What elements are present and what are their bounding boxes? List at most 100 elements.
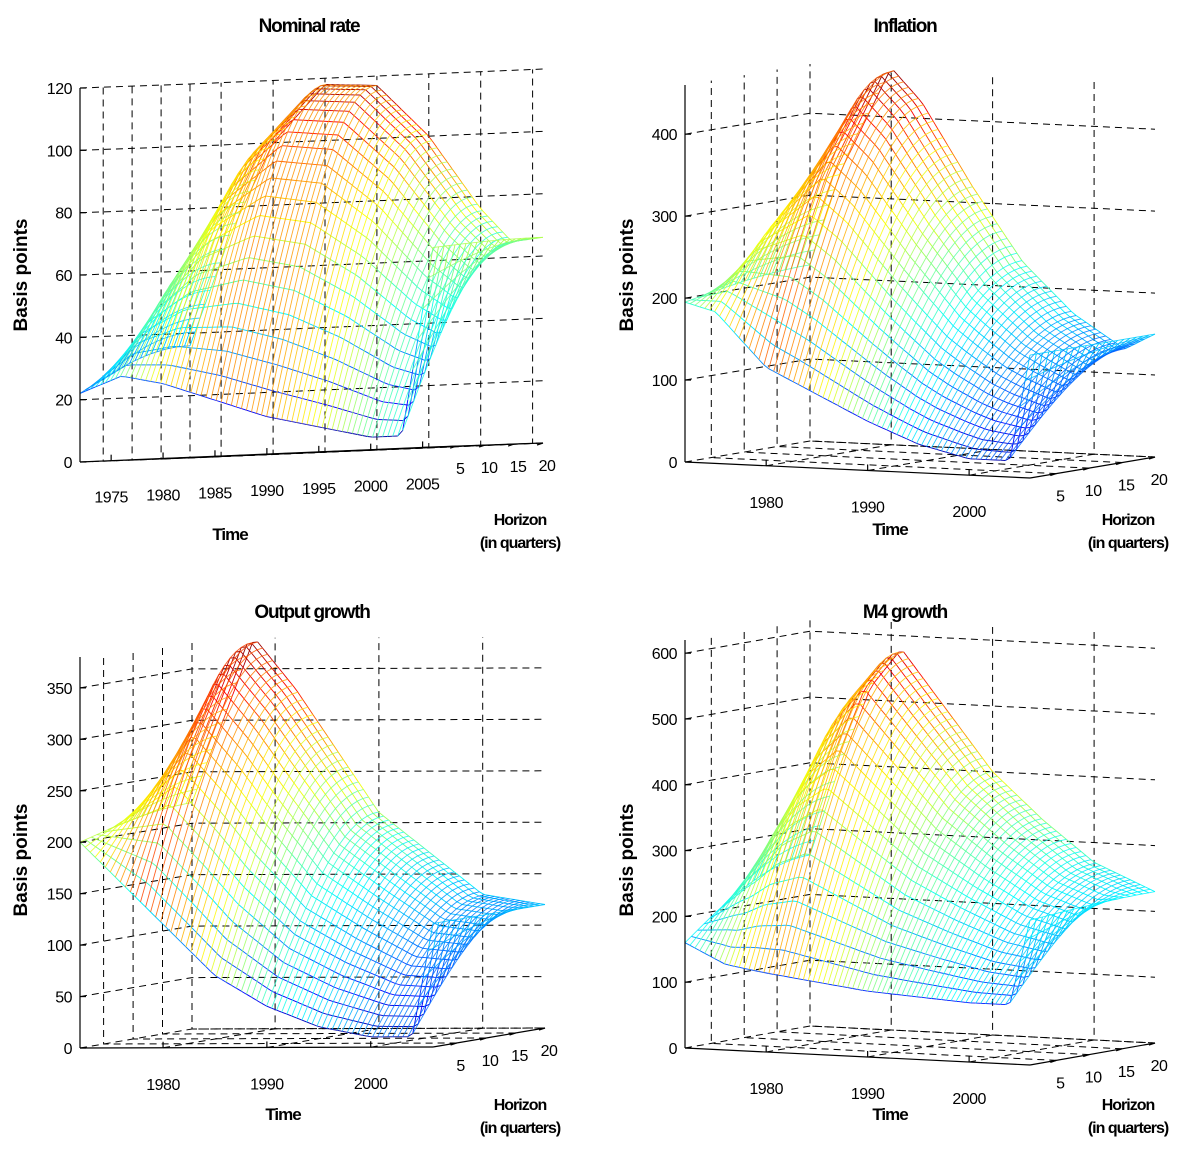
mesh-segment xyxy=(202,349,207,350)
mesh-segment xyxy=(439,224,444,230)
mesh-segment xyxy=(392,956,397,959)
mesh-segment xyxy=(411,320,416,323)
mesh-segment xyxy=(151,912,156,917)
mesh-segment xyxy=(348,144,353,148)
mesh-segment xyxy=(412,955,417,957)
mesh-segment xyxy=(273,337,278,338)
mesh-segment xyxy=(199,812,204,818)
mesh-segment xyxy=(784,377,789,380)
mesh-segment xyxy=(1066,335,1071,338)
mesh-segment xyxy=(110,872,115,877)
mesh-segment xyxy=(976,316,981,320)
mesh-segment xyxy=(361,278,366,282)
mesh-segment xyxy=(1014,270,1019,275)
mesh-segment xyxy=(747,303,752,306)
mesh-segment xyxy=(1002,412,1007,414)
grid-line-horizon xyxy=(133,648,486,1039)
mesh-segment xyxy=(277,994,282,996)
mesh-segment xyxy=(349,127,354,132)
mesh-segment xyxy=(282,420,287,421)
mesh-segment xyxy=(948,384,953,387)
mesh-segment xyxy=(305,244,310,247)
mesh-segment xyxy=(276,856,281,862)
mesh-segment xyxy=(986,773,991,778)
mesh-segment xyxy=(449,868,454,872)
horizon-axis-line xyxy=(433,1028,545,1047)
mesh-segment xyxy=(305,781,310,788)
mesh-segment xyxy=(1066,306,1071,311)
mesh-segment xyxy=(492,228,497,233)
mesh-segment xyxy=(404,903,409,906)
mesh-segment xyxy=(415,899,420,903)
mesh-segment xyxy=(975,213,980,220)
mesh-segment xyxy=(252,644,257,650)
mesh-segment xyxy=(1059,315,1064,319)
mesh-segment xyxy=(371,946,376,949)
mesh-segment xyxy=(911,177,916,185)
mesh-segment xyxy=(972,237,977,244)
mesh-segment xyxy=(873,344,878,348)
mesh-segment xyxy=(303,831,308,837)
mesh-segment xyxy=(410,155,415,162)
mesh-segment xyxy=(282,162,287,163)
mesh-segment xyxy=(423,948,428,949)
mesh-segment xyxy=(277,419,282,420)
mesh-segment xyxy=(194,806,199,812)
mesh-segment xyxy=(400,369,405,371)
mesh-segment xyxy=(394,167,399,173)
mesh-segment xyxy=(436,166,441,173)
mesh-segment xyxy=(930,281,935,287)
mesh-segment xyxy=(1020,307,1025,312)
mesh-segment xyxy=(875,387,880,390)
mesh-segment xyxy=(265,865,270,870)
mesh-segment xyxy=(1029,823,1034,827)
mesh-segment xyxy=(318,403,323,404)
mesh-segment xyxy=(395,348,400,351)
mesh-segment xyxy=(392,100,397,105)
mesh-segment xyxy=(244,699,249,705)
mesh-segment xyxy=(332,894,337,897)
mesh-segment xyxy=(1080,324,1085,327)
mesh-segment xyxy=(450,236,455,241)
mesh-segment xyxy=(1042,346,1047,349)
mesh-segment xyxy=(294,290,299,292)
mesh-segment xyxy=(861,287,866,292)
mesh-segment xyxy=(259,260,264,261)
horizon-tick-label: 10 xyxy=(1085,483,1102,500)
mesh-segment xyxy=(1109,874,1114,876)
mesh-segment xyxy=(388,916,393,919)
mesh-segment xyxy=(994,397,999,399)
mesh-segment xyxy=(238,328,243,329)
mesh-segment xyxy=(242,382,247,384)
mesh-segment xyxy=(845,197,850,202)
mesh-segment xyxy=(1014,312,1019,317)
mesh-segment xyxy=(417,957,422,958)
mesh-segment xyxy=(156,917,161,922)
mesh-segment xyxy=(368,179,373,183)
mesh-segment xyxy=(222,727,227,733)
mesh-segment xyxy=(952,273,957,279)
mesh-segment xyxy=(481,233,486,238)
mesh-segment xyxy=(957,733,962,740)
mesh-segment xyxy=(942,260,947,266)
mesh-segment xyxy=(182,347,187,348)
mesh-segment xyxy=(805,363,810,366)
mesh-segment xyxy=(254,282,259,283)
mesh-segment xyxy=(370,867,375,871)
mesh-segment xyxy=(967,292,972,298)
mesh-segment xyxy=(378,170,383,174)
mesh-segment xyxy=(1031,354,1036,378)
mesh-segment xyxy=(384,362,389,365)
mesh-segment xyxy=(292,162,297,163)
mesh-segment xyxy=(337,173,342,177)
mesh-segment xyxy=(352,185,357,189)
mesh-segment xyxy=(209,823,214,829)
mesh-segment xyxy=(912,299,917,305)
mesh-segment xyxy=(394,184,399,190)
mesh-segment xyxy=(302,424,307,425)
mesh-segment xyxy=(373,165,378,169)
mesh-segment xyxy=(396,865,401,869)
mesh-segment xyxy=(319,303,324,306)
mesh-segment xyxy=(1023,408,1028,410)
mesh-segment xyxy=(358,414,363,416)
